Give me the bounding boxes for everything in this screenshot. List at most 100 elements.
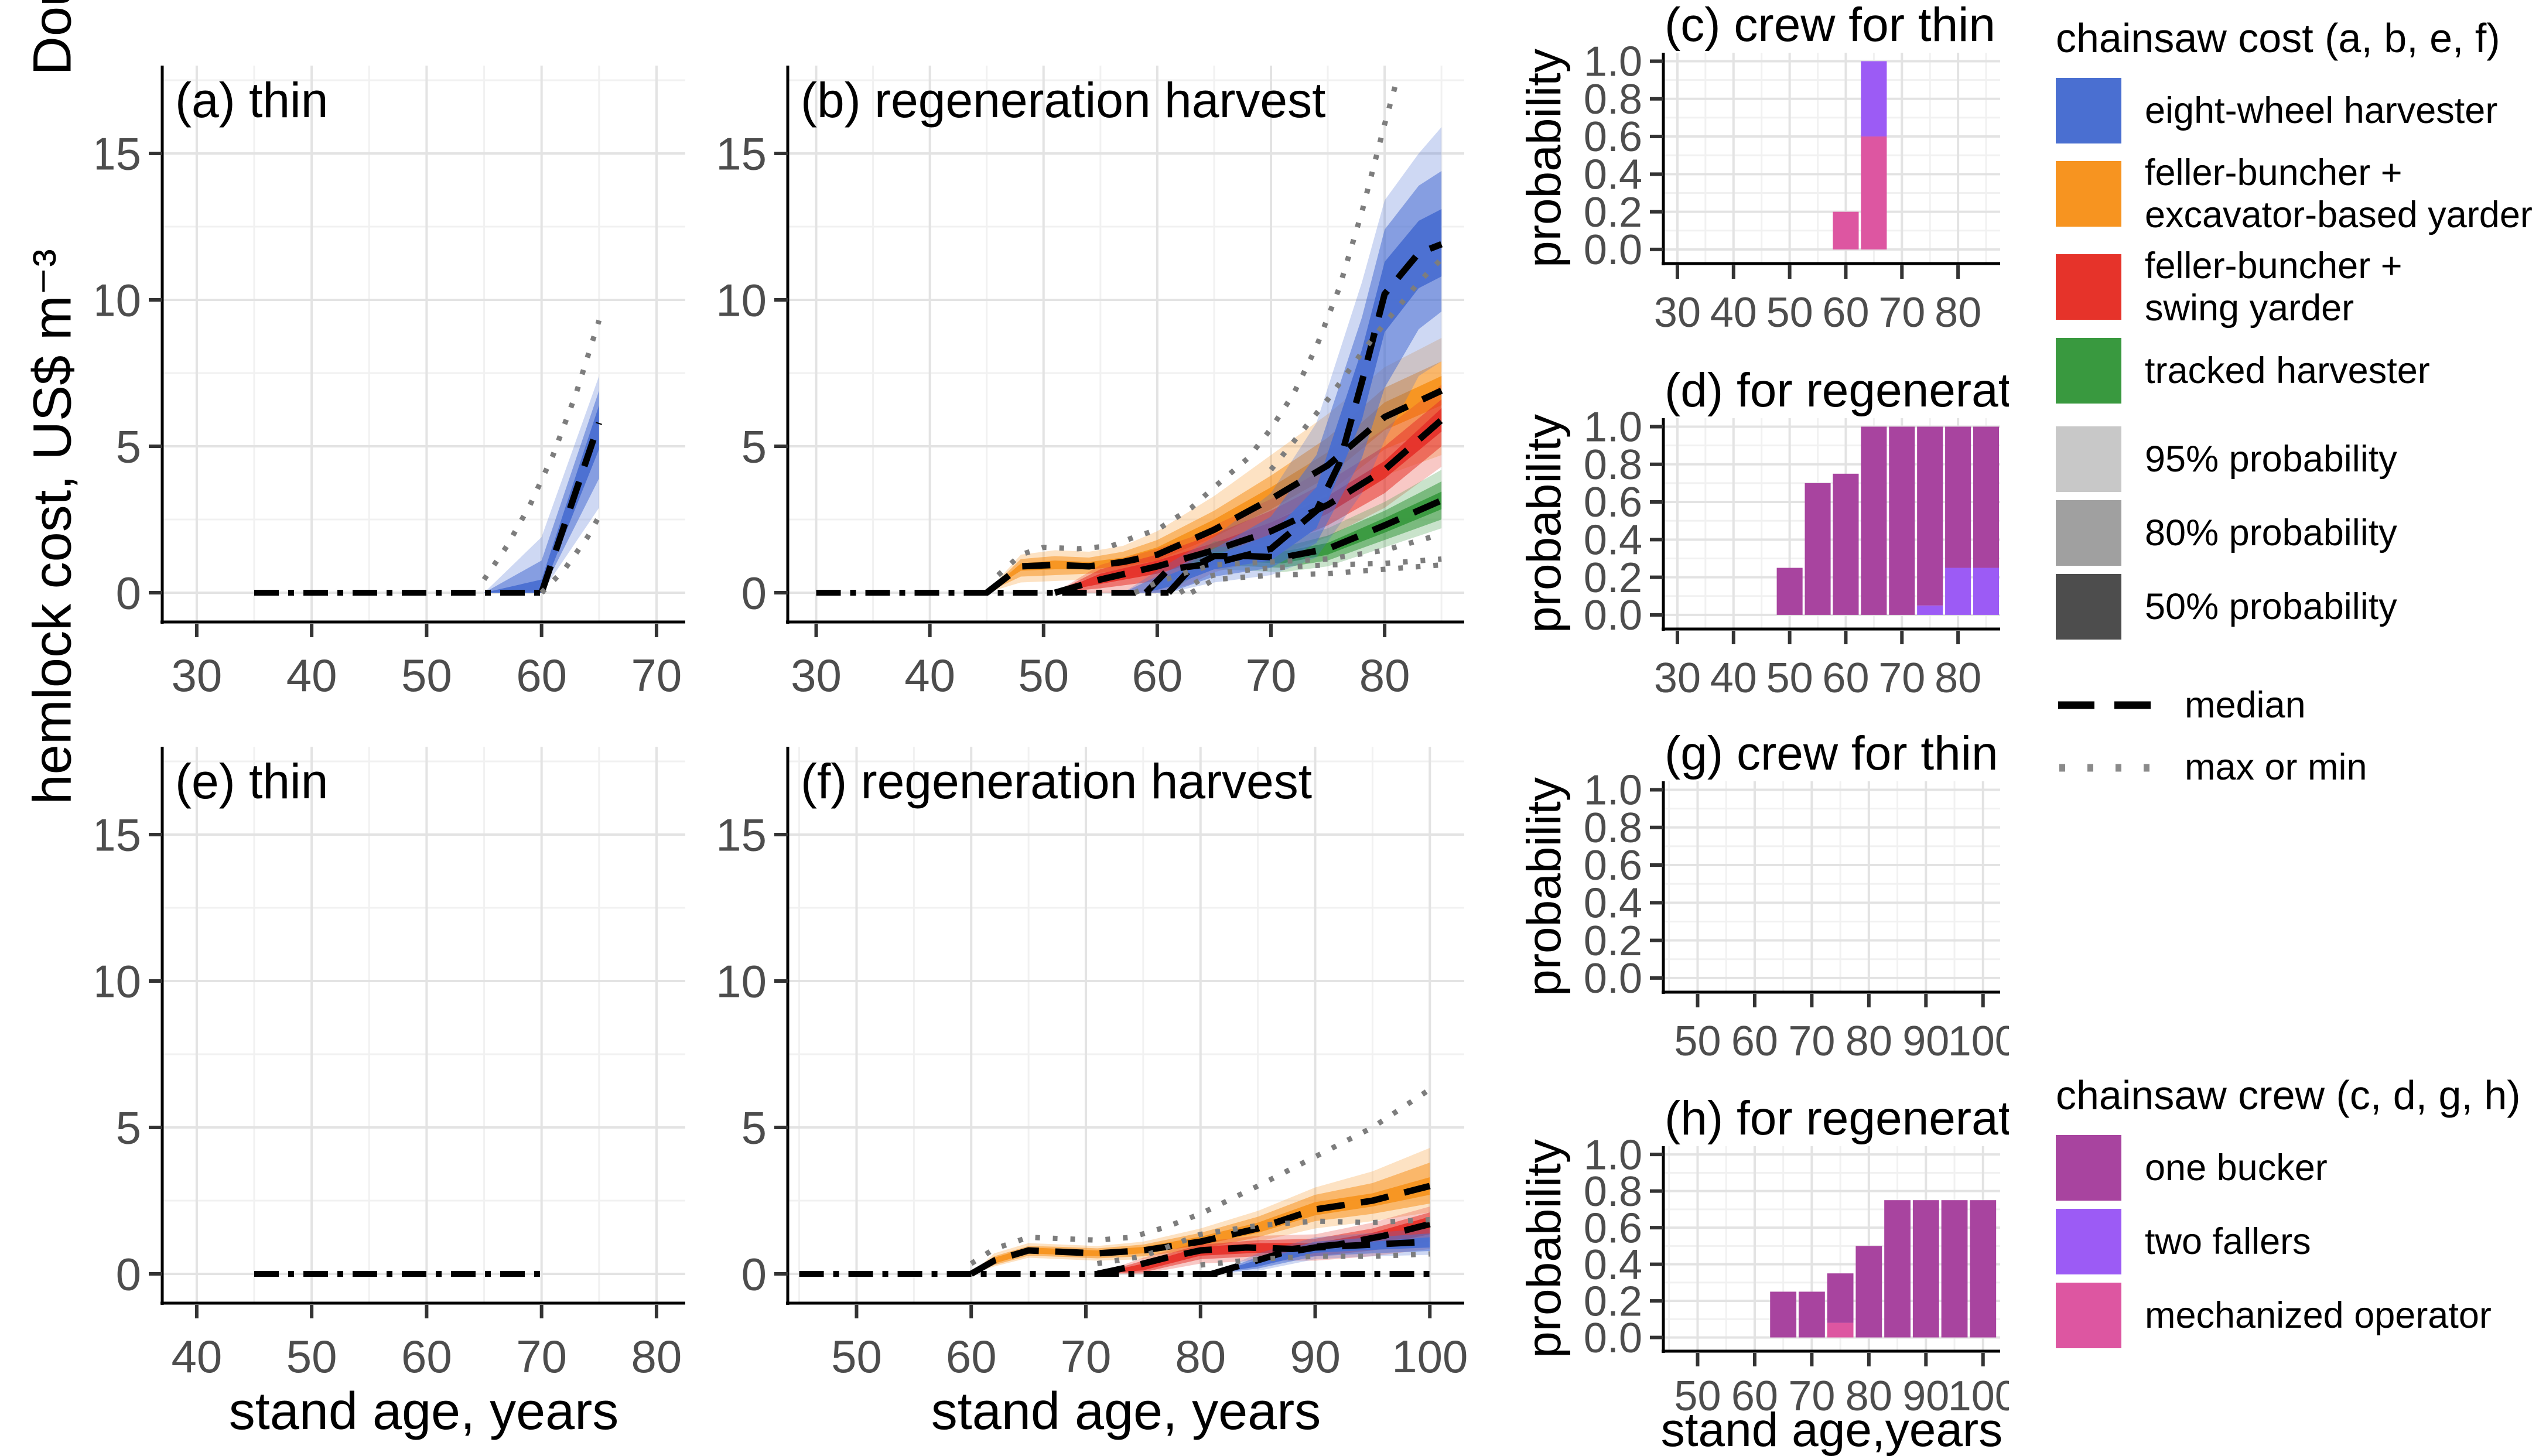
y-tick-label: 5 bbox=[741, 1102, 767, 1153]
x-tick-label: 60 bbox=[1731, 1373, 1778, 1420]
x-tick-label: 40 bbox=[286, 650, 337, 701]
y-tick-label: 15 bbox=[97, 809, 141, 860]
max-min-dotted-line bbox=[1190, 562, 1442, 595]
y-tick-label: 15 bbox=[716, 809, 767, 860]
legend-item-label: feller-buncher + swing yarder bbox=[2145, 245, 2403, 329]
y-tick-label: 0.2 bbox=[1584, 918, 1642, 965]
bar-segment-one_bucker bbox=[1833, 473, 1859, 615]
max-min-line-sample-icon bbox=[2059, 764, 2159, 772]
y-tick-label: 1.0 bbox=[1584, 404, 1642, 451]
y-tick-label: 0.4 bbox=[1584, 152, 1642, 199]
bar-segment-two_fallers bbox=[1917, 605, 1943, 615]
max-min-dotted-line bbox=[1200, 1251, 1430, 1268]
legend-item-median: median bbox=[2056, 684, 2546, 726]
panel-e-chart: 40 50 60 70 80 0 5 10 15 (e) thin stand age, years bbox=[97, 747, 685, 1441]
panel-b-regeneration-douglas-fir: 30 40 50 60 70 80 0 5 10 15 (b) regeneration harve… bbox=[700, 0, 1479, 729]
legend-item-label: 50% probability bbox=[2145, 586, 2397, 627]
x-tick-label: 80 bbox=[1846, 1018, 1892, 1065]
x-tick-label: 80 bbox=[1175, 1331, 1226, 1382]
legend-item-label: two fallers bbox=[2145, 1221, 2311, 1262]
x-axis-label: stand age,years bbox=[1661, 1403, 2003, 1456]
bar-segment-mechanized_operator bbox=[1833, 211, 1859, 249]
median-line-orange bbox=[969, 1182, 1431, 1277]
x-tick-label: 50 bbox=[1674, 1018, 1721, 1065]
bar-segment-one_bucker bbox=[1776, 568, 1803, 615]
panel-title: (g) crew for thin bbox=[1665, 733, 1998, 780]
x-tick-label: 60 bbox=[1132, 650, 1183, 701]
panel-title: (c) crew for thin bbox=[1665, 5, 1995, 52]
x-tick-label: 30 bbox=[171, 650, 222, 701]
x-tick-label: 80 bbox=[1846, 1373, 1892, 1420]
y-tick-label: 0.4 bbox=[1584, 1242, 1642, 1288]
legend-column: chainsaw cost (a, b, e, f) eight-wheel h… bbox=[2056, 0, 2546, 1456]
y-axis-label-hemlock: hemlock cost, US$ m⁻³ bbox=[8, 249, 96, 1456]
median-line-blue bbox=[1143, 241, 1443, 595]
legend-item-label: tracked harvester bbox=[2145, 350, 2430, 391]
panel-a-chart: 30 40 50 60 70 0 5 10 15 (a) thin bbox=[97, 66, 685, 701]
bar-segment-one_bucker bbox=[1941, 1200, 1968, 1338]
median-line-sample-icon bbox=[2058, 701, 2159, 709]
legend-item-label: median bbox=[2185, 685, 2306, 726]
x-tick-label: 90 bbox=[1902, 1018, 1949, 1065]
x-tick-label: 70 bbox=[631, 650, 682, 701]
swatch-feller-buncher-excavator-yarder bbox=[2056, 161, 2121, 227]
x-tick-label: 40 bbox=[1710, 655, 1757, 702]
panel-title: (f) regeneration harvest bbox=[801, 754, 1312, 809]
legend-item-tracked-harvester: tracked harvester bbox=[2056, 337, 2546, 404]
swatch-80-probability bbox=[2056, 500, 2121, 566]
swatch-95-probability bbox=[2056, 426, 2121, 492]
panel-h-crew-regeneration-hemlock: 50 60 70 80 90 100 0.0 0.2 0.4 0.6 0.8 1.0 (h) for r… bbox=[1523, 1098, 2009, 1456]
x-tick-label: 50 bbox=[1766, 655, 1813, 702]
x-tick-label: 60 bbox=[401, 1331, 452, 1382]
blue-band95 bbox=[1123, 127, 1442, 593]
y-tick-label: 1.0 bbox=[1584, 39, 1642, 86]
median-line-green bbox=[1166, 497, 1443, 595]
y-tick-label: 0.2 bbox=[1584, 1278, 1642, 1325]
y-tick-label: 0.4 bbox=[1584, 880, 1642, 927]
legend-probability-bands: 95% probability 80% probability 50% prob… bbox=[2056, 426, 2546, 648]
x-tick-label: 80 bbox=[631, 1331, 682, 1382]
bar-segment-one_bucker bbox=[1855, 1246, 1882, 1338]
blue-band80 bbox=[1123, 171, 1442, 593]
x-tick-label: 50 bbox=[1674, 1373, 1721, 1420]
y-tick-label: 0.2 bbox=[1584, 189, 1642, 236]
blue-band50 bbox=[1212, 1237, 1430, 1274]
legend-item-feller-buncher-swing-yarder: feller-buncher + swing yarder bbox=[2056, 245, 2546, 330]
x-tick-label: 60 bbox=[1822, 655, 1869, 702]
x-tick-label: 30 bbox=[1654, 655, 1701, 702]
panel-title: (a) thin bbox=[175, 73, 328, 128]
y-tick-label: 1.0 bbox=[1584, 1132, 1642, 1178]
y-tick-label: 5 bbox=[116, 1102, 141, 1153]
y-axis-label-douglas-fir-text: Douglas-fir cost, US$ m⁻³ bbox=[21, 0, 84, 76]
median-line-red bbox=[1054, 417, 1444, 596]
y-tick-label: 0 bbox=[741, 567, 767, 618]
x-tick-label: 70 bbox=[516, 1331, 567, 1382]
y-tick-label: 0.8 bbox=[1584, 442, 1642, 488]
x-tick-label: 30 bbox=[1654, 289, 1701, 336]
legend-item-feller-buncher-excavator-yarder: feller-buncher + excavator-based yarder bbox=[2056, 152, 2546, 237]
bar-segment-one_bucker bbox=[1889, 426, 1915, 615]
x-tick-label: 70 bbox=[1246, 650, 1297, 701]
x-tick-label: 100 bbox=[1948, 1018, 2009, 1065]
y-tick-label: 0.6 bbox=[1584, 114, 1642, 160]
swatch-two-fallers bbox=[2056, 1209, 2121, 1274]
legend-item-max-or-min: max or min bbox=[2056, 746, 2546, 788]
panel-f-regeneration-hemlock: 50 60 70 80 90 100 0 5 10 15 (f) regeneration harv… bbox=[700, 729, 1479, 1456]
bar-segment-one_bucker bbox=[1861, 426, 1887, 615]
swatch-eight-wheel-harvester bbox=[2056, 78, 2121, 143]
probability-axis-label: probability bbox=[1523, 1139, 1571, 1358]
max-min-dotted-line bbox=[1133, 531, 1443, 596]
bar-segment-two_fallers bbox=[1861, 61, 1887, 137]
swatch-tracked-harvester bbox=[2056, 337, 2121, 404]
y-tick-label: 15 bbox=[716, 128, 767, 179]
legend-item-50-probability: 50% probability bbox=[2056, 574, 2546, 640]
bar-segment-mechanized_operator bbox=[1861, 136, 1887, 249]
x-tick-label: 50 bbox=[1766, 289, 1813, 336]
y-tick-label: 0 bbox=[741, 1248, 767, 1300]
swatch-one-bucker bbox=[2056, 1135, 2121, 1201]
y-tick-label: 10 bbox=[716, 955, 767, 1007]
panel-e-thin-hemlock: 40 50 60 70 80 0 5 10 15 (e) thin stand age, years bbox=[97, 729, 700, 1456]
y-tick-label: 10 bbox=[97, 955, 141, 1007]
panel-title: (h) for regeneration bbox=[1665, 1098, 2009, 1145]
median-line-blue bbox=[1211, 1238, 1430, 1277]
